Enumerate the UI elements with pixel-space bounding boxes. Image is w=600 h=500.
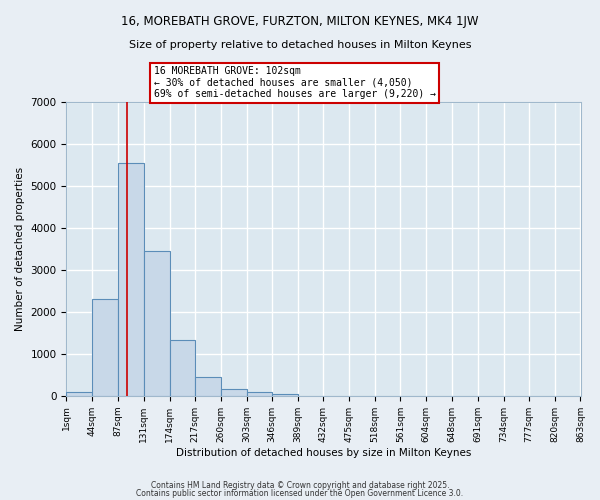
Text: Contains HM Land Registry data © Crown copyright and database right 2025.: Contains HM Land Registry data © Crown c… (151, 480, 449, 490)
Text: Size of property relative to detached houses in Milton Keynes: Size of property relative to detached ho… (129, 40, 471, 50)
Y-axis label: Number of detached properties: Number of detached properties (15, 167, 25, 331)
Bar (144, 251, 170, 396)
Text: Contains public sector information licensed under the Open Government Licence 3.: Contains public sector information licen… (136, 489, 464, 498)
Text: 16 MOREBATH GROVE: 102sqm
← 30% of detached houses are smaller (4,050)
69% of se: 16 MOREBATH GROVE: 102sqm ← 30% of detac… (154, 66, 436, 99)
Bar (92, 300, 118, 396)
Bar (118, 163, 144, 396)
Bar (170, 340, 195, 396)
Bar (272, 394, 298, 396)
Bar (67, 392, 92, 396)
Text: 16, MOREBATH GROVE, FURZTON, MILTON KEYNES, MK4 1JW: 16, MOREBATH GROVE, FURZTON, MILTON KEYN… (121, 15, 479, 28)
Bar (221, 389, 247, 396)
X-axis label: Distribution of detached houses by size in Milton Keynes: Distribution of detached houses by size … (176, 448, 471, 458)
Bar (195, 377, 221, 396)
Bar (247, 392, 272, 396)
